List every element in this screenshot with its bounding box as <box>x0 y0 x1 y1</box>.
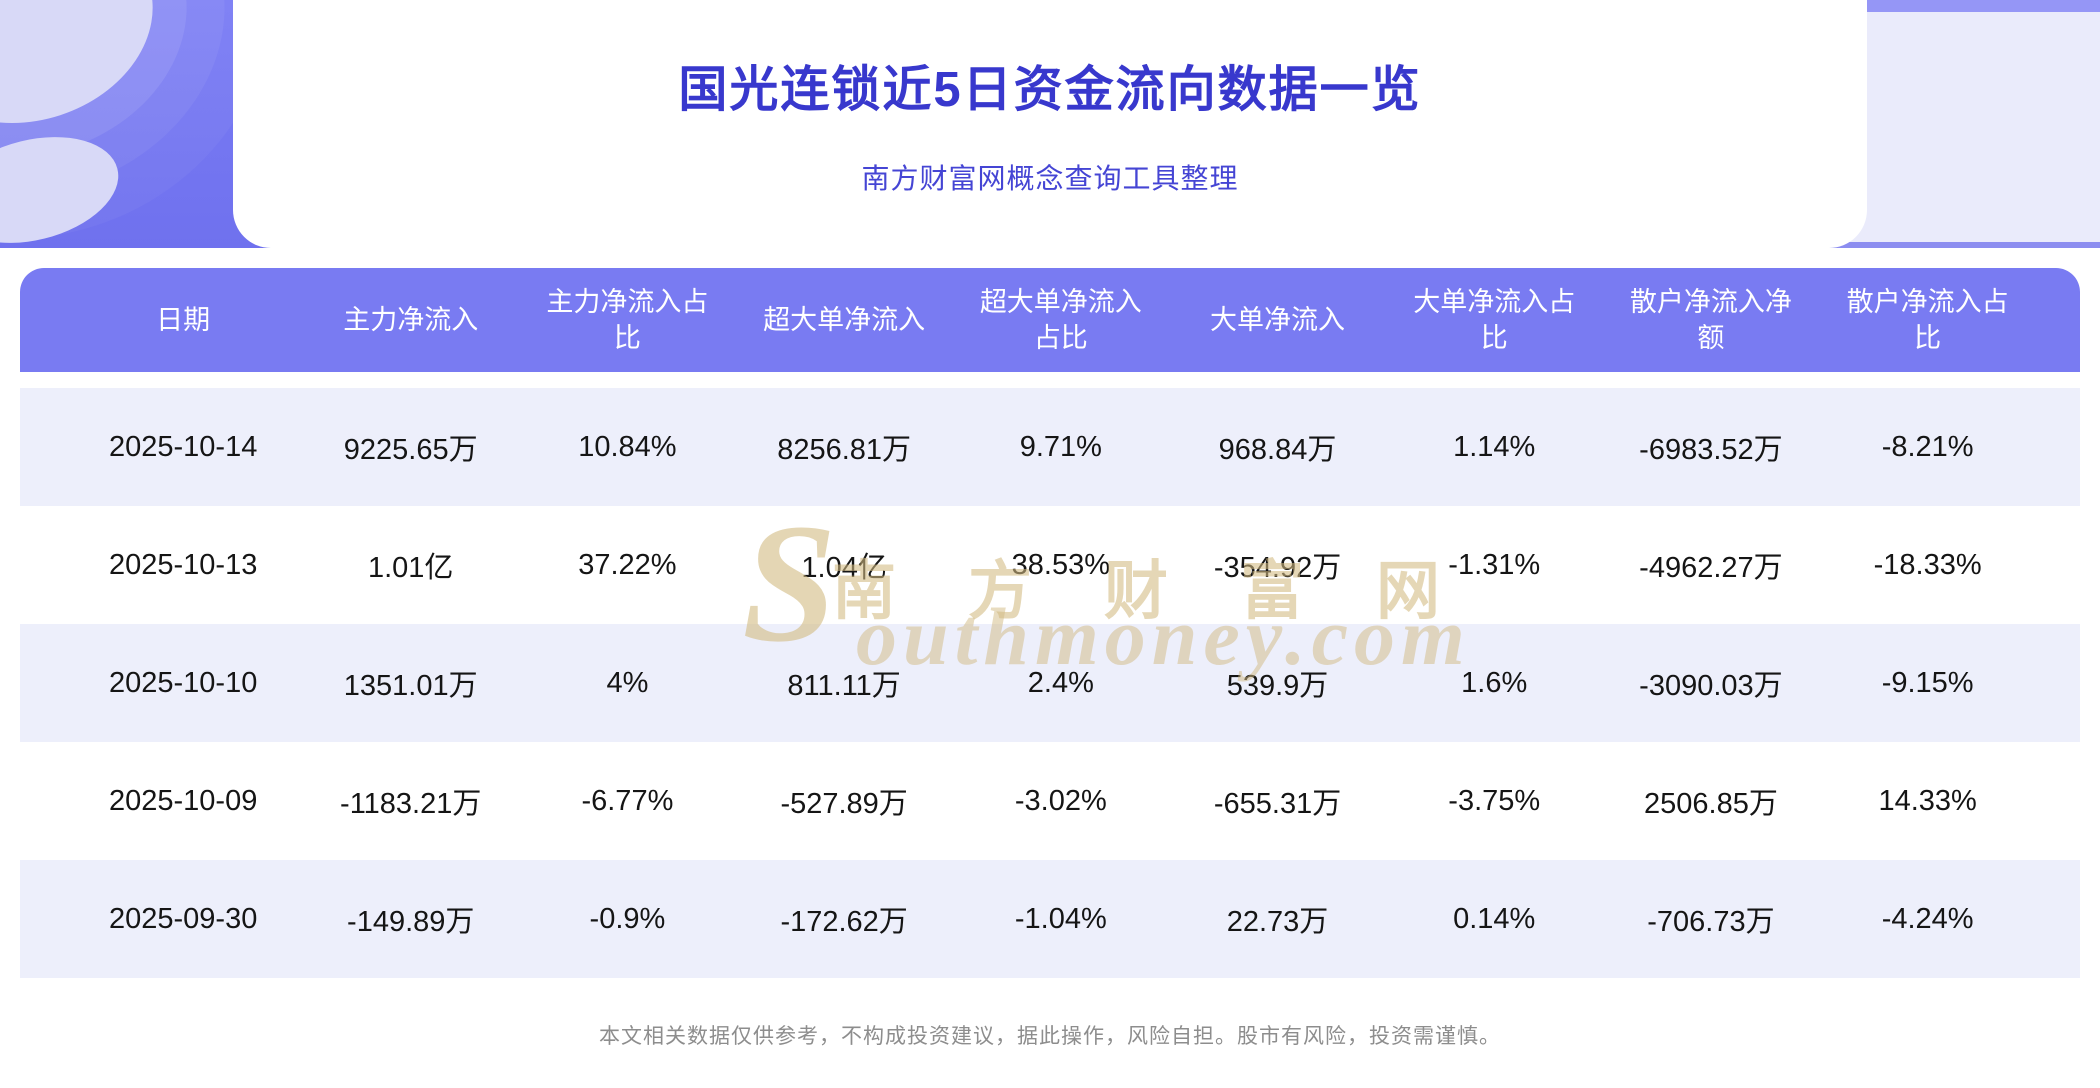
fund-flow-table: 日期 主力净流入 主力净流入占比 超大单净流入 超大单净流入占比 大单净流入 大… <box>20 268 2080 978</box>
cell-retail-inflow: -3090.03万 <box>1639 670 1783 702</box>
cell-date: 2025-10-13 <box>109 548 258 581</box>
cell-main-inflow: 1.01亿 <box>367 552 454 584</box>
col-header-date: 日期 <box>156 304 211 335</box>
cell-retail-inflow: -4962.27万 <box>1639 552 1783 584</box>
cell-main-inflow-pct: -6.77% <box>581 784 674 817</box>
cell-retail-inflow: -6983.52万 <box>1639 434 1783 466</box>
decor-ellipse-left <box>0 120 130 248</box>
cell-large-inflow: 539.9万 <box>1226 670 1329 702</box>
cell-large-inflow-pct: 0.14% <box>1453 902 1536 935</box>
table-row: 2025-09-30 -149.89万 -0.9% -172.62万 -1.04… <box>20 860 2080 978</box>
header-banner: 国光连锁近5日资金流向数据一览 南方财富网概念查询工具整理 <box>0 0 2100 248</box>
col-header-retail-inflow: 散户净流入净额 <box>1629 286 1792 353</box>
cell-date: 2025-10-10 <box>109 666 258 699</box>
cell-xlarge-inflow: 8256.81万 <box>777 434 912 466</box>
table-row: 2025-10-13 1.01亿 37.22% 1.04亿 38.53% -35… <box>20 506 2080 624</box>
cell-large-inflow: 22.73万 <box>1226 906 1329 938</box>
cell-retail-inflow-pct: -8.21% <box>1881 430 1974 463</box>
cell-retail-inflow-pct: 14.33% <box>1878 784 1977 817</box>
cell-large-inflow: -655.31万 <box>1213 788 1342 820</box>
cell-large-inflow-pct: 1.14% <box>1453 430 1536 463</box>
cell-main-inflow: -149.89万 <box>347 906 475 938</box>
cell-date: 2025-10-09 <box>109 784 258 817</box>
col-header-retail-inflow-pct: 散户净流入占比 <box>1846 286 2009 353</box>
cell-large-inflow: -354.92万 <box>1213 552 1342 584</box>
cell-retail-inflow-pct: -4.24% <box>1881 902 1974 935</box>
cell-retail-inflow-pct: -18.33% <box>1873 548 1982 581</box>
cell-large-inflow: 968.84万 <box>1218 434 1337 466</box>
cell-main-inflow-pct: 4% <box>606 666 649 699</box>
cell-retail-inflow: 2506.85万 <box>1644 788 1778 820</box>
table-row: 2025-10-14 9225.65万 10.84% 8256.81万 9.71… <box>20 388 2080 506</box>
cell-xlarge-inflow-pct: -1.04% <box>1014 902 1107 935</box>
cell-xlarge-inflow: -172.62万 <box>780 906 908 938</box>
table-row: 2025-10-09 -1183.21万 -6.77% -527.89万 -3.… <box>20 742 2080 860</box>
cell-large-inflow-pct: -3.75% <box>1448 784 1541 817</box>
cell-xlarge-inflow-pct: 2.4% <box>1027 666 1094 699</box>
cell-xlarge-inflow-pct: -3.02% <box>1014 784 1107 817</box>
col-header-large-inflow-pct: 大单净流入占比 <box>1413 286 1576 353</box>
cell-xlarge-inflow: 1.04亿 <box>801 552 887 584</box>
col-header-xlarge-inflow-pct: 超大单净流入占比 <box>979 286 1142 353</box>
disclaimer-text: 本文相关数据仅供参考，不构成投资建议，据此操作，风险自担。股市有风险，投资需谨慎… <box>599 1025 1501 1048</box>
cell-main-inflow-pct: 37.22% <box>578 548 677 581</box>
cell-date: 2025-10-14 <box>109 430 258 463</box>
cell-xlarge-inflow-pct: 38.53% <box>1011 548 1110 581</box>
page-subtitle: 南方财富网概念查询工具整理 <box>861 163 1239 194</box>
col-header-main-inflow-pct: 主力净流入占比 <box>546 286 709 353</box>
page-title: 国光连锁近5日资金流向数据一览 <box>678 63 1422 117</box>
cell-main-inflow: 1351.01万 <box>343 670 478 702</box>
table-row: 2025-10-10 1351.01万 4% 811.11万 2.4% 539.… <box>20 624 2080 742</box>
cell-large-inflow-pct: 1.6% <box>1461 666 1528 699</box>
cell-large-inflow-pct: -1.31% <box>1448 548 1541 581</box>
cell-xlarge-inflow: 811.11万 <box>787 670 901 702</box>
col-header-main-inflow: 主力净流入 <box>343 304 479 335</box>
col-header-xlarge-inflow: 超大单净流入 <box>763 304 926 335</box>
cell-retail-inflow: -706.73万 <box>1647 906 1775 938</box>
cell-main-inflow-pct: -0.9% <box>589 902 666 935</box>
cell-xlarge-inflow-pct: 9.71% <box>1019 430 1102 463</box>
cell-main-inflow-pct: 10.84% <box>578 430 677 463</box>
cell-xlarge-inflow: -527.89万 <box>780 788 908 820</box>
title-card: 国光连锁近5日资金流向数据一览 南方财富网概念查询工具整理 <box>233 0 1867 248</box>
cell-retail-inflow-pct: -9.15% <box>1881 666 1974 699</box>
cell-date: 2025-09-30 <box>109 902 258 935</box>
col-header-large-inflow: 大单净流入 <box>1210 304 1346 335</box>
cell-main-inflow: -1183.21万 <box>340 788 482 820</box>
decor-ellipse-top-left <box>0 0 180 154</box>
table-header-row: 日期 主力净流入 主力净流入占比 超大单净流入 超大单净流入占比 大单净流入 大… <box>20 268 2080 372</box>
cell-main-inflow: 9225.65万 <box>343 434 478 466</box>
